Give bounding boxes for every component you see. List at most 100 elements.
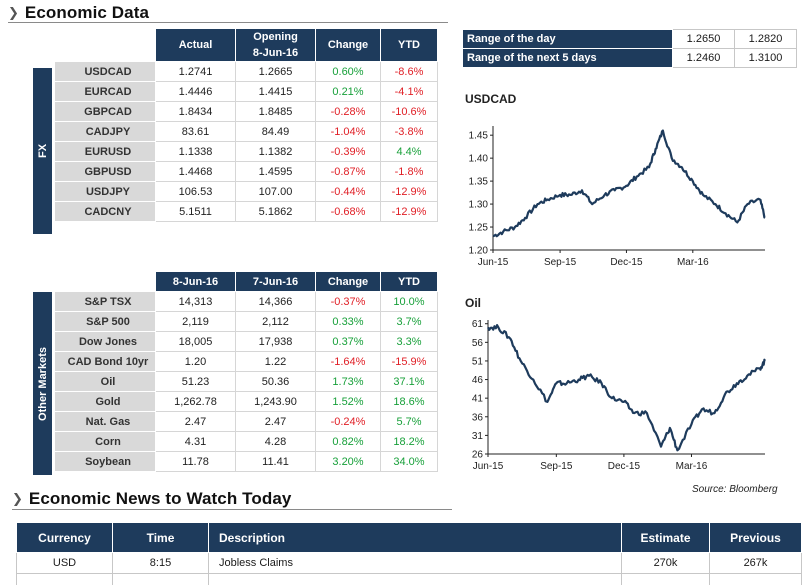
fx-opening: 1.2665 [235, 61, 316, 82]
market-label: Corn [54, 431, 156, 452]
fx-pair-label: CADJPY [54, 121, 156, 142]
fx-change: -0.39% [315, 141, 381, 162]
fx-actual: 1.1338 [155, 141, 236, 162]
fx-pair-label: USDCAD [54, 61, 156, 82]
market-value-prev: 50.36 [235, 371, 316, 392]
market-change: 0.82% [315, 431, 381, 452]
series-line [487, 324, 766, 452]
fx-actual: 1.4446 [155, 81, 236, 102]
market-ytd: 18.2% [380, 431, 438, 452]
market-change: 0.33% [315, 311, 381, 332]
range-low: 1.2650 [672, 29, 735, 49]
title-underline [8, 22, 448, 23]
usdcad-chart: 1.20 1.25 1.30 1.35 1.40 1.45 Jun-15 Sep-15 Dec-… [469, 126, 766, 268]
market-ytd: 37.1% [380, 371, 438, 392]
y-tick-label: 61 [472, 319, 484, 330]
market-value-prev: 1.22 [235, 351, 316, 372]
news-row: USD 8:15 Jobless Claims 270k 267k [16, 552, 802, 574]
range-label: Range of the day [462, 29, 673, 49]
news-col-header: Description [208, 522, 622, 553]
usdcad-chart-title: USDCAD [465, 92, 517, 106]
fx-ytd: -8.6% [380, 61, 438, 82]
fx-pair-label: CADCNY [54, 201, 156, 222]
market-change: -0.24% [315, 411, 381, 432]
x-tick-label: Dec-15 [610, 257, 643, 268]
fx-table: Actual Opening 8-Jun-16 Change YTD USDCAD 1.2… [54, 28, 438, 222]
fx-actual: 1.2741 [155, 61, 236, 82]
fx-pair-label: GBPUSD [54, 161, 156, 182]
chevron-right-icon: ❯ [12, 491, 23, 507]
fx-actual: 1.4468 [155, 161, 236, 182]
other-markets-row: S&P 500 2,119 2,112 0.33% 3.7% [54, 311, 438, 332]
fx-ytd: -12.9% [380, 201, 438, 222]
news-empty-cell [621, 573, 710, 585]
fx-change: -0.68% [315, 201, 381, 222]
x-tick-label: Mar-16 [677, 257, 709, 268]
range-table: Range of the day 1.2650 1.2820 Range of the… [462, 29, 797, 68]
market-label: Dow Jones [54, 331, 156, 352]
header-blank [54, 28, 156, 62]
market-label: Nat. Gas [54, 411, 156, 432]
y-tick-label: 1.40 [469, 154, 489, 165]
news-row-empty [16, 573, 802, 585]
fx-row: EURCAD 1.4446 1.4415 0.21% -4.1% [54, 81, 438, 102]
market-value-today: 51.23 [155, 371, 236, 392]
fx-opening: 5.1862 [235, 201, 316, 222]
market-value-today: 4.31 [155, 431, 236, 452]
fx-row: USDCAD 1.2741 1.2665 0.60% -8.6% [54, 61, 438, 82]
news-empty-cell [709, 573, 802, 585]
fx-opening: 1.1382 [235, 141, 316, 162]
market-ytd: 3.7% [380, 311, 438, 332]
y-tick-label: 51 [472, 356, 484, 367]
fx-pair-label: EURUSD [54, 141, 156, 162]
news-title: Economic News to Watch Today [28, 489, 292, 508]
market-value-prev: 14,366 [235, 291, 316, 312]
fx-row: CADCNY 5.1511 5.1862 -0.68% -12.9% [54, 201, 438, 222]
header-blank [54, 271, 156, 292]
other-markets-col-header: YTD [380, 271, 438, 292]
other-markets-row: Soybean 11.78 11.41 3.20% 34.0% [54, 451, 438, 472]
fx-header-row: Actual Opening 8-Jun-16 Change YTD [54, 28, 438, 62]
other-markets-row: Corn 4.31 4.28 0.82% 18.2% [54, 431, 438, 452]
other-markets-table: 8-Jun-16 7-Jun-16 Change YTD S&P TSX 14,313 14… [54, 271, 438, 472]
market-value-prev: 17,938 [235, 331, 316, 352]
market-value-today: 2,119 [155, 311, 236, 332]
fx-actual: 83.61 [155, 121, 236, 142]
fx-opening: 1.8485 [235, 101, 316, 122]
fx-row: USDJPY 106.53 107.00 -0.44% -12.9% [54, 181, 438, 202]
news-col-header: Estimate [621, 522, 710, 553]
fx-col-header: YTD [380, 28, 438, 62]
fx-opening: 1.4415 [235, 81, 316, 102]
news-heading: ❯ Economic News to Watch Today [12, 489, 291, 509]
source-note: Source: Bloomberg [692, 484, 778, 495]
other-markets-row: Oil 51.23 50.36 1.73% 37.1% [54, 371, 438, 392]
fx-pair-label: USDJPY [54, 181, 156, 202]
news-empty-cell [112, 573, 209, 585]
fx-change: -1.04% [315, 121, 381, 142]
news-table: Currency Time Description Estimate Previous U… [16, 522, 802, 585]
fx-change: -0.87% [315, 161, 381, 182]
fx-row: CADJPY 83.61 84.49 -1.04% -3.8% [54, 121, 438, 142]
oil-chart-title: Oil [465, 296, 482, 310]
fx-pair-label: EURCAD [54, 81, 156, 102]
fx-col-header: Change [315, 28, 381, 62]
range-label: Range of the next 5 days [462, 48, 673, 68]
fx-ytd: -1.8% [380, 161, 438, 182]
fx-row: EURUSD 1.1338 1.1382 -0.39% 4.4% [54, 141, 438, 162]
market-value-today: 1.20 [155, 351, 236, 372]
other-markets-col-header: 7-Jun-16 [235, 271, 316, 292]
y-tick-label: 36 [472, 412, 484, 423]
market-value-prev: 11.41 [235, 451, 316, 472]
y-tick-label: 1.30 [469, 200, 489, 211]
y-tick-label: 1.20 [469, 246, 489, 257]
range-high: 1.3100 [734, 48, 797, 68]
other-markets-col-header: Change [315, 271, 381, 292]
market-label: S&P TSX [54, 291, 156, 312]
news-empty-cell [16, 573, 113, 585]
fx-change: -0.28% [315, 101, 381, 122]
range-row: Range of the next 5 days 1.2460 1.3100 [462, 48, 797, 68]
market-value-today: 14,313 [155, 291, 236, 312]
market-value-prev: 1,243.90 [235, 391, 316, 412]
fx-row: GBPUSD 1.4468 1.4595 -0.87% -1.8% [54, 161, 438, 182]
y-tick-label: 26 [472, 450, 484, 461]
